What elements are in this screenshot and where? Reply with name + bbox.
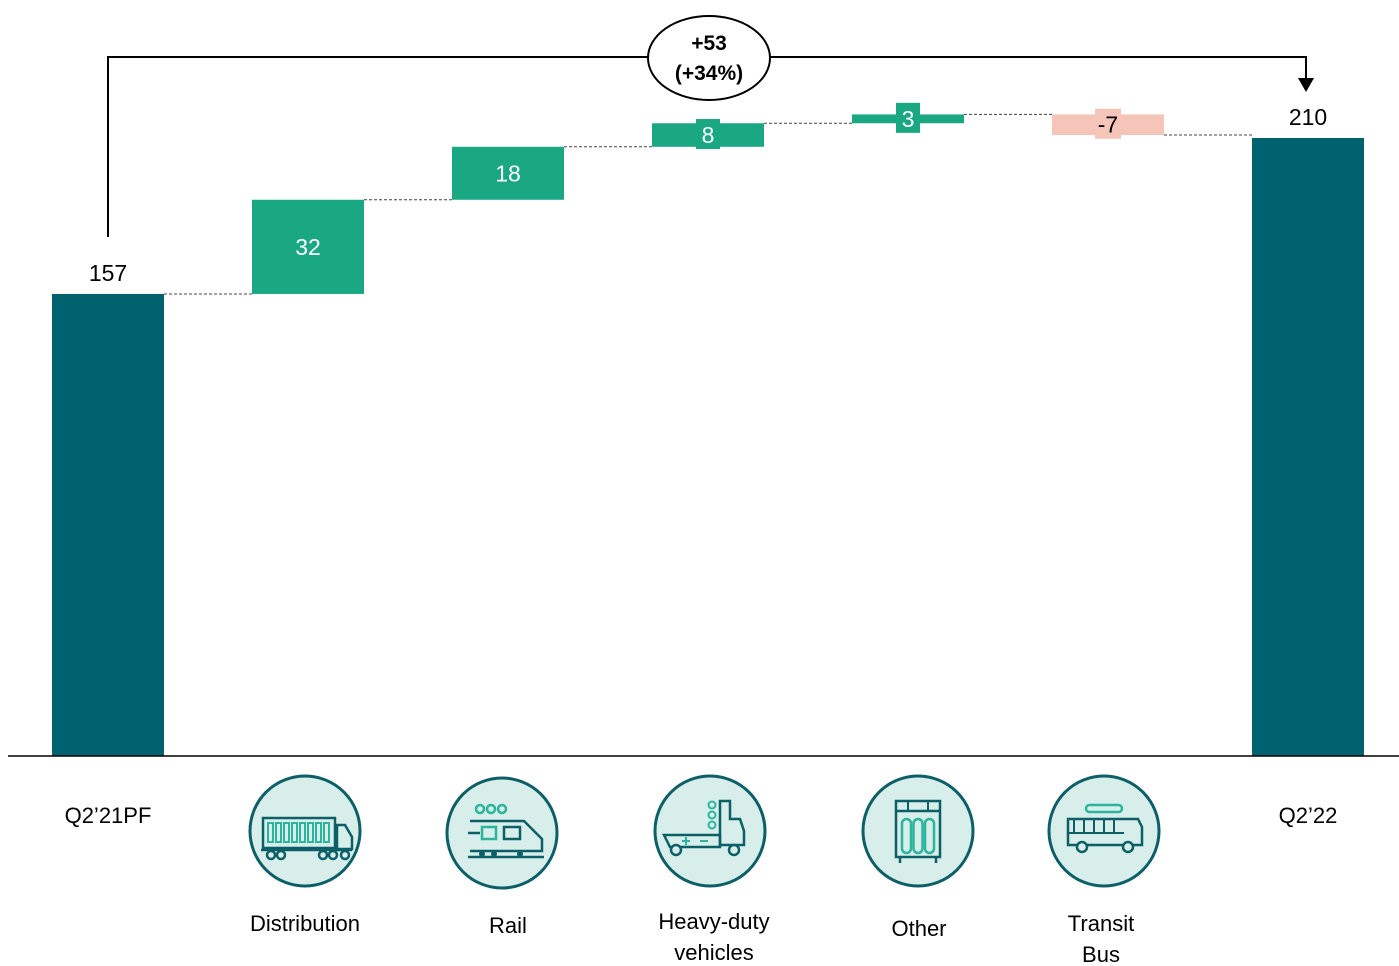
category-label-heavy-duty-line2: vehicles (674, 940, 753, 965)
bracket-arrowhead (1298, 78, 1314, 92)
train-icon (445, 776, 559, 890)
value-labels: 157 32 18 8 3 -7 210 (89, 102, 1327, 286)
value-label-step-0: 32 (295, 234, 321, 260)
change-callout-bubble (647, 15, 771, 101)
category-label-transit-line2: Bus (1082, 942, 1120, 966)
category-labels: Q2’21PF Q2’22 Distribution Rail Heavy-du… (65, 803, 1338, 966)
value-label-start: 157 (89, 260, 127, 286)
bar-end-total (1252, 137, 1364, 757)
change-bracket: +53 (+34%) (107, 15, 1314, 237)
bar-step-1 (452, 146, 564, 200)
value-label-step-1: 18 (495, 160, 521, 186)
value-label-step-4: -7 (1098, 112, 1118, 138)
gas-cylinders-icon (861, 774, 975, 888)
truck-icon (248, 774, 362, 888)
category-label-start: Q2’21PF (65, 803, 152, 828)
category-label-transit-line1: Transit (1068, 911, 1134, 936)
category-label-heavy-duty-line1: Heavy-duty (658, 909, 769, 934)
bus-icon (1047, 774, 1161, 888)
category-label-end: Q2’22 (1279, 803, 1338, 828)
change-callout-absolute: +53 (691, 32, 727, 55)
category-label-rail: Rail (489, 913, 527, 938)
change-callout-percent: (+34%) (675, 62, 743, 85)
bar-start-total (52, 293, 164, 756)
bar-step-0 (252, 199, 364, 294)
value-label-step-3: 3 (902, 106, 915, 132)
category-label-distribution: Distribution (250, 911, 360, 936)
value-label-step-3-bg (896, 102, 920, 133)
value-label-step-2-bg (696, 119, 720, 150)
value-label-end: 210 (1289, 104, 1327, 130)
heavy-truck-icon (653, 774, 767, 888)
value-label-step-4-bg (1095, 108, 1121, 139)
category-label-other: Other (891, 916, 946, 941)
value-label-step-2: 8 (702, 122, 715, 148)
chart-bars (52, 114, 1364, 757)
